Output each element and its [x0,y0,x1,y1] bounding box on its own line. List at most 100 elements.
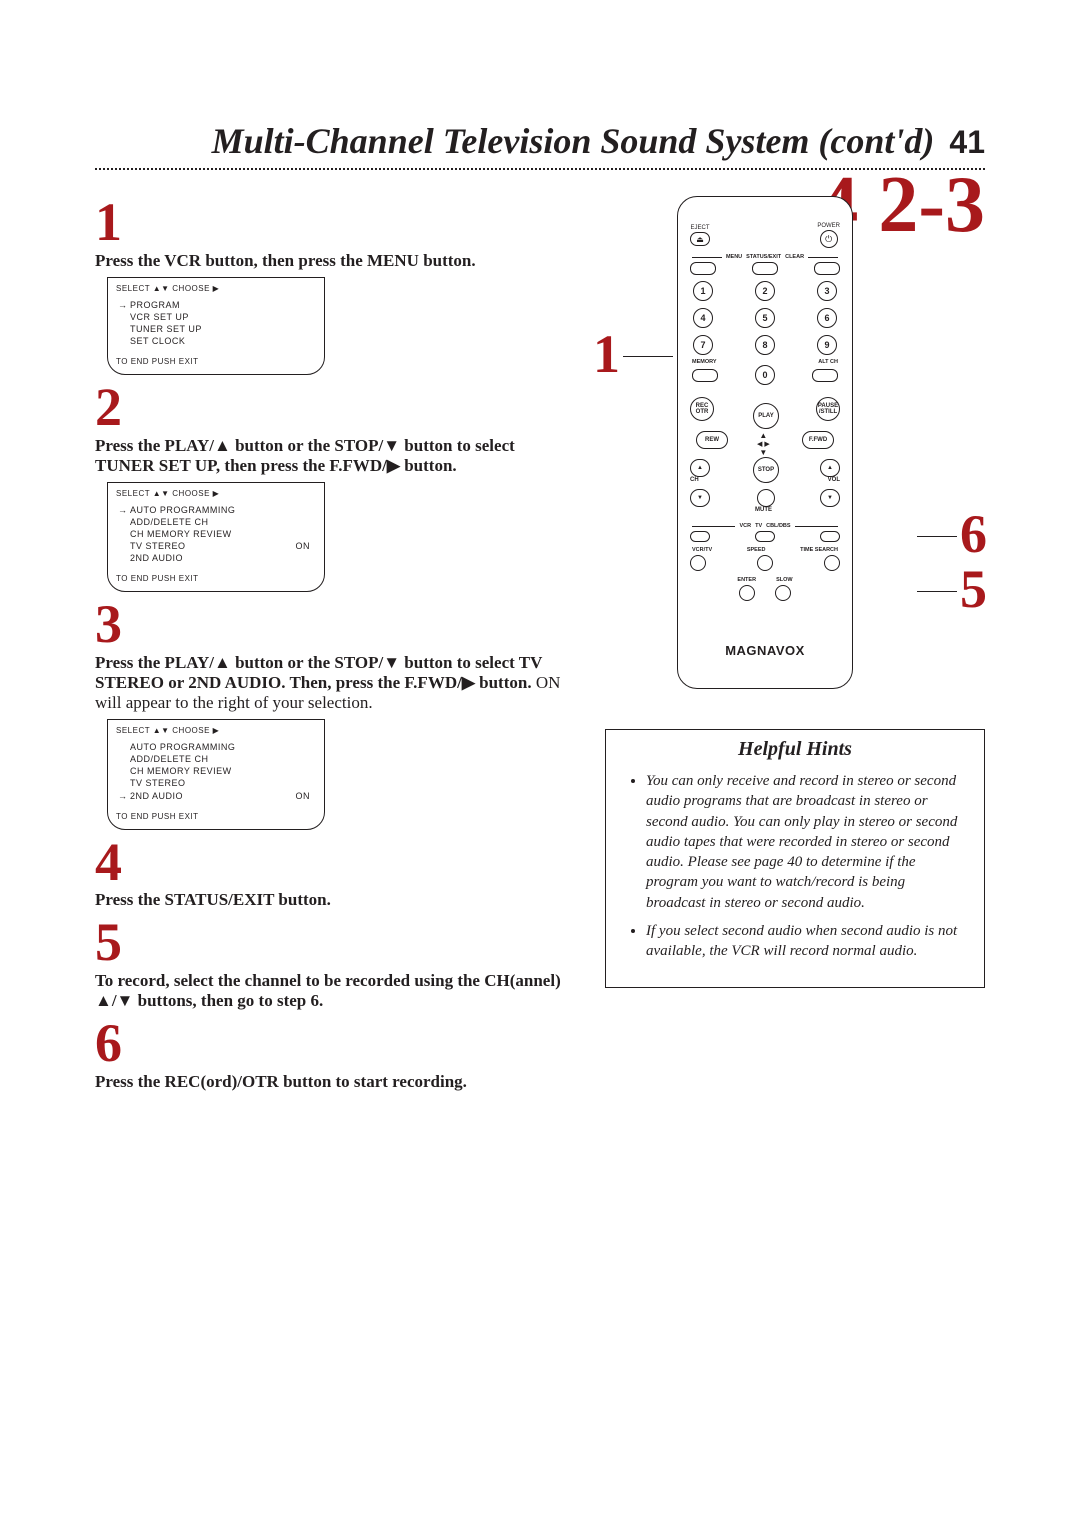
transport-cluster: REC OTR PAUSE /STILL PLAY REW F.FWD ▲ ◀ … [690,391,840,541]
memory-button[interactable] [692,369,718,382]
status-exit-button[interactable] [752,262,778,275]
timesearch-button[interactable] [824,555,840,571]
nav-up-icon: ▲ [759,431,767,440]
mute-button[interactable] [757,489,775,507]
osd1-item: SET CLOCK [116,335,316,347]
menu-label: MENU [724,254,744,260]
osd2-item: →AUTO PROGRAMMING [116,504,316,516]
vol-down-button[interactable]: ▼ [820,489,840,507]
num-6-button[interactable]: 6 [817,308,837,328]
altch-button[interactable] [812,369,838,382]
vcrtv-label: VCR/TV [692,547,712,553]
src-vcr-button[interactable] [690,531,710,542]
play-button[interactable]: PLAY [753,403,779,429]
osd1-footer: TO END PUSH EXIT [116,357,316,366]
menu-row-labels: MENU STATUS/EXIT CLEAR [690,254,840,260]
eject-icon: ⏏ [696,235,704,244]
nav-arrows: ▲ ◀ ▶ ▼ [757,431,770,457]
step-2-text: Press the PLAY/▲ button or the STOP/▼ bu… [95,436,575,476]
osd-on-label: ON [296,790,311,802]
osd2-header: SELECT ▲▼ CHOOSE ▶ [116,489,316,498]
step-1-number: 1 [95,198,575,247]
src-cbl-button[interactable] [820,531,840,542]
osd3-item: →2ND AUDIOON [116,790,316,802]
num-4-button[interactable]: 4 [693,308,713,328]
page-title-row: Multi-Channel Television Sound System (c… [95,120,985,162]
osd3-item: CH MEMORY REVIEW [116,765,316,777]
osd3-header: SELECT ▲▼ CHOOSE ▶ [116,726,316,735]
osd2-footer: TO END PUSH EXIT [116,574,316,583]
menu-arrow-icon: → [118,790,128,802]
step-2-number: 2 [95,383,575,432]
num-1-button[interactable]: 1 [693,281,713,301]
num-9-button[interactable]: 9 [817,335,837,355]
stop-button[interactable]: STOP [753,457,779,483]
menu-arrow-icon: → [118,299,128,311]
step-3-text: Press the PLAY/▲ button or the STOP/▼ bu… [95,653,575,713]
osd1-item: →PROGRAM [116,299,316,311]
num-5-button[interactable]: 5 [755,308,775,328]
osd1-item: VCR SET UP [116,311,316,323]
osd3-item: AUTO PROGRAMMING [116,741,316,753]
source-row-labels: VCR TV CBL/DBS [690,523,840,529]
osd1-header: SELECT ▲▼ CHOOSE ▶ [116,284,316,293]
steps-column: 1 Press the VCR button, then press the M… [95,190,575,1098]
num-0-button[interactable]: 0 [755,365,775,385]
osd-menu-2: SELECT ▲▼ CHOOSE ▶ →AUTO PROGRAMMING ADD… [107,482,325,593]
manual-page: Multi-Channel Television Sound System (c… [0,0,1080,1158]
nav-left-right-icon: ◀ ▶ [757,440,770,448]
menu-pill-row [690,262,840,275]
src-vcr-label: VCR [737,523,753,529]
num-2-button[interactable]: 2 [755,281,775,301]
nav-down-icon: ▼ [759,448,767,457]
altch-label: ALT CH [818,359,838,365]
src-tv-label: TV [753,523,764,529]
osd3-footer: TO END PUSH EXIT [116,812,316,821]
src-tv-button[interactable] [755,531,775,542]
osd2-item: ADD/DELETE CH [116,516,316,528]
ch-down-button[interactable]: ▼ [690,489,710,507]
ch-up-button[interactable]: ▲ [690,459,710,477]
osd2-item: 2ND AUDIO [116,552,316,564]
vol-up-button[interactable]: ▲ [820,459,840,477]
step-4-text: Press the STATUS/EXIT button. [95,890,575,910]
step-6-number: 6 [95,1019,575,1068]
eject-button[interactable]: ⏏ [690,232,710,246]
hints-body: You can only receive and record in stere… [606,767,984,987]
rew-button[interactable]: REW [696,431,728,449]
step-5-text: To record, select the channel to be reco… [95,971,575,1011]
slow-button[interactable] [775,585,791,601]
power-button[interactable]: ⏻ [820,230,838,248]
num-8-button[interactable]: 8 [755,335,775,355]
enter-label: ENTER [737,577,756,583]
menu-button[interactable] [690,262,716,275]
number-pad: 1 2 3 4 5 6 7 8 9 [692,281,838,355]
step-5-number: 5 [95,918,575,967]
helpful-hints-box: Helpful Hints You can only receive and r… [605,729,985,988]
osd2-item: CH MEMORY REVIEW [116,528,316,540]
callout-6: 6 [960,510,987,559]
eject-label: EJECT [690,225,709,231]
num-7-button[interactable]: 7 [693,335,713,355]
ch-label: CH [690,477,699,483]
rec-otr-button[interactable]: REC OTR [690,397,714,421]
content-columns: 1 Press the VCR button, then press the M… [95,190,985,1098]
ffwd-button[interactable]: F.FWD [802,431,834,449]
callout-line [917,591,957,592]
num-3-button[interactable]: 3 [817,281,837,301]
callout-5: 5 [960,565,987,614]
pause-still-button[interactable]: PAUSE /STILL [816,397,840,421]
osd-menu-3: SELECT ▲▼ CHOOSE ▶ AUTO PROGRAMMING ADD/… [107,719,325,830]
step-1-text: Press the VCR button, then press the MEN… [95,251,575,271]
vcrtv-button[interactable] [690,555,706,571]
clear-button[interactable] [814,262,840,275]
osd-menu-1: SELECT ▲▼ CHOOSE ▶ →PROGRAM VCR SET UP T… [107,277,325,376]
enter-button[interactable] [739,585,755,601]
page-title: Multi-Channel Television Sound System (c… [212,121,935,161]
hint-item: If you select second audio when second a… [646,921,968,962]
remote-control: EJECT ⏏ POWER ⏻ MENU STATUS/EXIT CLEAR [677,196,853,689]
eject-button-group: EJECT ⏏ [690,225,710,246]
speed-label: SPEED [747,547,766,553]
speed-button[interactable] [757,555,773,571]
osd3-item: TV STEREO [116,777,316,789]
